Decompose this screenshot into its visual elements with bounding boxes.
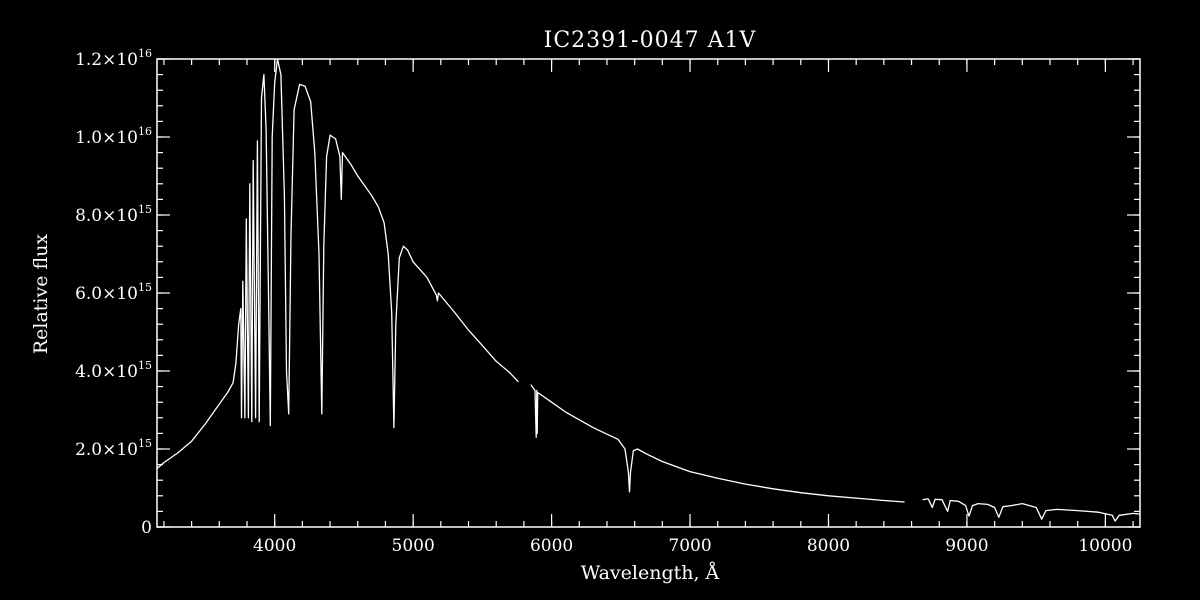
- y-axis-label: Relative flux: [30, 234, 52, 355]
- y-tick-label: 1.2×1016: [75, 47, 152, 70]
- x-tick-label: 6000: [530, 536, 573, 556]
- chart-title: IC2391-0047 A1V: [544, 28, 757, 53]
- y-tick-label: 4.0×1015: [75, 359, 152, 382]
- y-tick-label: 1.0×1016: [75, 125, 152, 148]
- x-tick-label: 8000: [807, 536, 850, 556]
- x-tick-label: 5000: [392, 536, 435, 556]
- y-tick-label: 2.0×1015: [75, 437, 152, 460]
- y-tick-label: 0: [141, 518, 152, 538]
- spectrum-line-group: [156, 58, 1141, 522]
- x-tick-label: 7000: [668, 536, 711, 556]
- y-tick-label: 6.0×1015: [75, 281, 152, 304]
- x-tick-label: 4000: [253, 536, 296, 556]
- x-tick-label: 10000: [1078, 536, 1132, 556]
- axis-ticks: [157, 58, 1140, 528]
- spectrum-line-segment: [156, 58, 519, 469]
- x-tick-label: 9000: [945, 536, 988, 556]
- spectrum-line-segment: [530, 384, 905, 503]
- y-tick-label: 8.0×1015: [75, 203, 152, 226]
- spectrum-line-segment: [922, 498, 1141, 522]
- x-axis-label: Wavelength, Å: [581, 562, 720, 584]
- plot-frame: [156, 58, 1141, 528]
- axis-tick-labels: 4000 5000 6000 7000 8000 9000 10000 0 2.0×1015 4.…: [75, 47, 1132, 556]
